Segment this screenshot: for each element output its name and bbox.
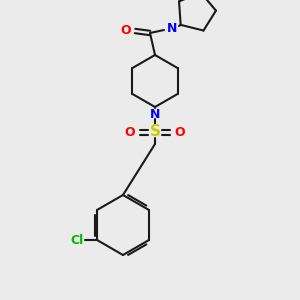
Text: O: O <box>125 125 135 139</box>
Text: N: N <box>167 22 177 34</box>
Text: Cl: Cl <box>70 233 84 247</box>
Text: O: O <box>175 125 185 139</box>
Text: S: S <box>149 124 161 140</box>
Text: N: N <box>150 107 160 121</box>
Text: O: O <box>121 23 131 37</box>
